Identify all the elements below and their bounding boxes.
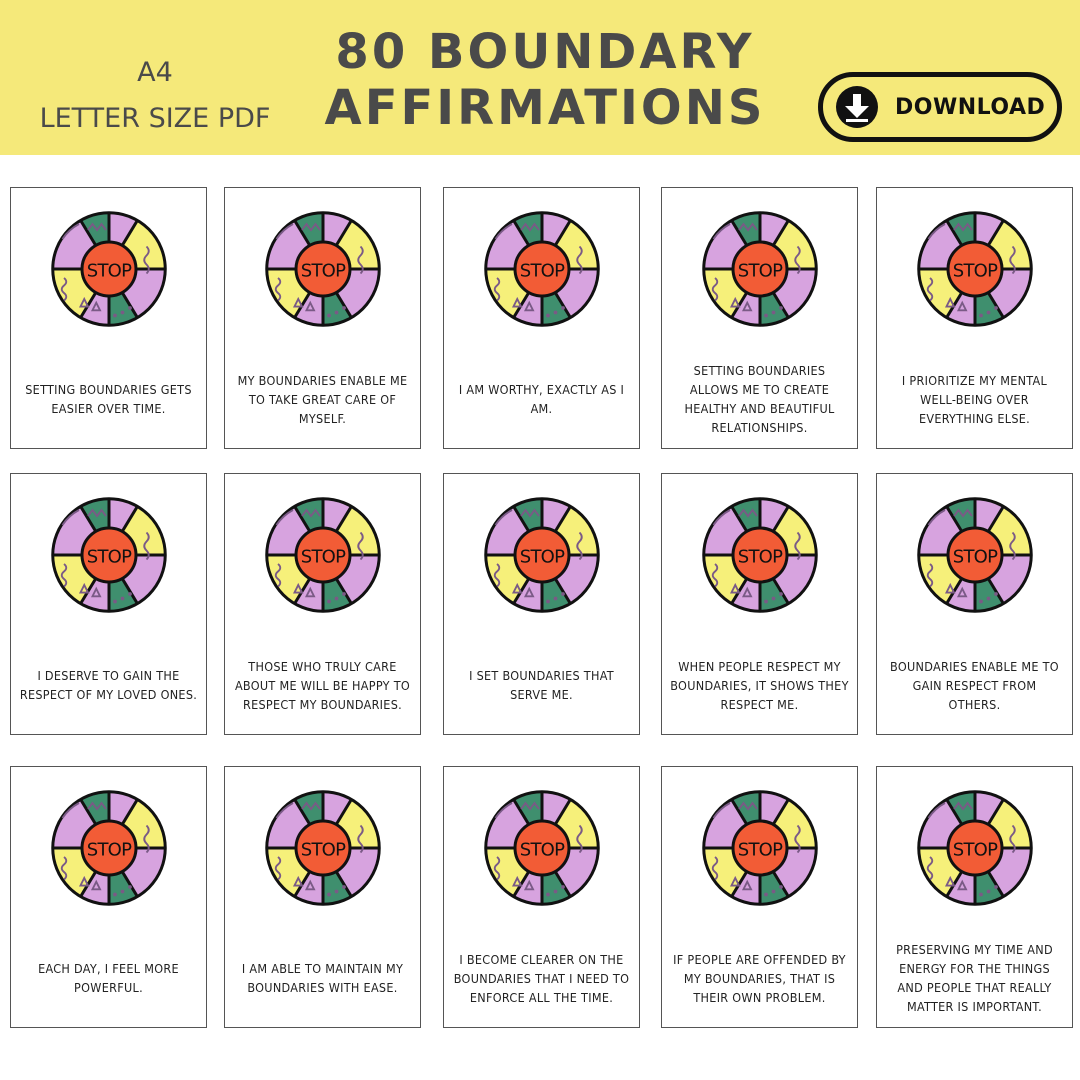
stop-label: STOP [520,547,565,568]
affirmation-card: STOP IF PEOPLE ARE OFFENDED BY MY BOUNDA… [661,766,858,1028]
page-title: 80 BOUNDARY AFFIRMATIONS [300,24,790,136]
stop-wheel-icon: STOP [51,497,167,613]
affirmation-text: WHEN PEOPLE RESPECT MY BOUNDARIES, IT SH… [670,658,849,712]
stop-label: STOP [520,840,565,861]
affirmation-text: I PRIORITIZE MY MENTAL WELL-BEING OVER E… [901,372,1048,426]
affirmation-text: BOUNDARIES ENABLE ME TO GAIN RESPECT FRO… [890,658,1059,712]
stop-label: STOP [301,261,346,282]
title-line-1: 80 BOUNDARY [335,24,755,80]
download-arrow-icon [836,86,878,128]
affirmation-text: I AM ABLE TO MAINTAIN MY BOUNDARIES WITH… [241,961,404,995]
affirmation-card: STOP I PRIORITIZE MY MENTAL WELL-BEING O… [876,187,1073,449]
format-letter-pdf: LETTER SIZE PDF [39,103,271,134]
stop-wheel-icon: STOP [51,211,167,327]
affirmation-text: PRESERVING MY TIME AND ENERGY FOR THE TH… [896,942,1053,1014]
affirmation-text: I SET BOUNDARIES THAT SERVE ME. [469,668,614,702]
stop-wheel-icon: STOP [484,497,600,613]
stop-wheel-icon: STOP [702,211,818,327]
format-info: A4 LETTER SIZE PDF [30,50,280,142]
affirmation-card: STOP I DESERVE TO GAIN THE RESPECT OF MY… [10,473,207,735]
download-label: DOWNLOAD [895,95,1046,120]
affirmation-text: SETTING BOUNDARIES GETS EASIER OVER TIME… [25,382,192,416]
stop-wheel-icon: STOP [917,211,1033,327]
affirmation-card: STOP I BECOME CLEARER ON THE BOUNDARIES … [443,766,640,1028]
affirmation-text: EACH DAY, I FEEL MORE POWERFUL. [38,961,179,995]
affirmation-card: STOP I SET BOUNDARIES THAT SERVE ME. [443,473,640,735]
stop-label: STOP [301,547,346,568]
affirmation-card: STOP I AM ABLE TO MAINTAIN MY BOUNDARIES… [224,766,421,1028]
stop-wheel-icon: STOP [702,790,818,906]
stop-label: STOP [520,261,565,282]
title-line-2: AFFIRMATIONS [324,80,766,136]
stop-wheel-icon: STOP [51,790,167,906]
affirmation-text: SETTING BOUNDARIES ALLOWS ME TO CREATE H… [684,363,835,435]
affirmation-card: STOP MY BOUNDARIES ENABLE ME TO TAKE GRE… [224,187,421,449]
affirmation-card: STOP THOSE WHO TRULY CARE ABOUT ME WILL … [224,473,421,735]
stop-wheel-icon: STOP [265,790,381,906]
stop-label: STOP [738,547,783,568]
stop-label: STOP [953,261,998,282]
stop-label: STOP [87,261,132,282]
stop-label: STOP [87,547,132,568]
stop-wheel-icon: STOP [265,211,381,327]
affirmation-text: MY BOUNDARIES ENABLE ME TO TAKE GREAT CA… [237,372,408,426]
affirmation-card: STOP PRESERVING MY TIME AND ENERGY FOR T… [876,766,1073,1028]
stop-label: STOP [953,840,998,861]
stop-wheel-icon: STOP [484,790,600,906]
stop-wheel-icon: STOP [484,211,600,327]
affirmation-text: I DESERVE TO GAIN THE RESPECT OF MY LOVE… [19,668,198,702]
affirmation-card: STOP I AM WORTHY, EXACTLY AS I AM. [443,187,640,449]
stop-wheel-icon: STOP [265,497,381,613]
stop-label: STOP [738,261,783,282]
affirmation-card: STOP SETTING BOUNDARIES ALLOWS ME TO CRE… [661,187,858,449]
header-banner: A4 LETTER SIZE PDF 80 BOUNDARY AFFIRMATI… [0,0,1080,155]
stop-label: STOP [301,840,346,861]
stop-wheel-icon: STOP [917,790,1033,906]
download-button[interactable]: DOWNLOAD [818,72,1062,142]
affirmation-text: THOSE WHO TRULY CARE ABOUT ME WILL BE HA… [234,658,411,712]
affirmation-card: STOP SETTING BOUNDARIES GETS EASIER OVER… [10,187,207,449]
stop-label: STOP [738,840,783,861]
affirmation-text: I BECOME CLEARER ON THE BOUNDARIES THAT … [453,951,630,1005]
stop-label: STOP [953,547,998,568]
stop-label: STOP [87,840,132,861]
format-size-a4: A4 [137,57,173,88]
stop-wheel-icon: STOP [917,497,1033,613]
affirmation-card: STOP WHEN PEOPLE RESPECT MY BOUNDARIES, … [661,473,858,735]
affirmation-text: IF PEOPLE ARE OFFENDED BY MY BOUNDARIES,… [673,951,846,1005]
stop-wheel-icon: STOP [702,497,818,613]
affirmation-text: I AM WORTHY, EXACTLY AS I AM. [458,382,625,416]
affirmation-card: STOP EACH DAY, I FEEL MORE POWERFUL. [10,766,207,1028]
affirmation-card: STOP BOUNDARIES ENABLE ME TO GAIN RESPEC… [876,473,1073,735]
